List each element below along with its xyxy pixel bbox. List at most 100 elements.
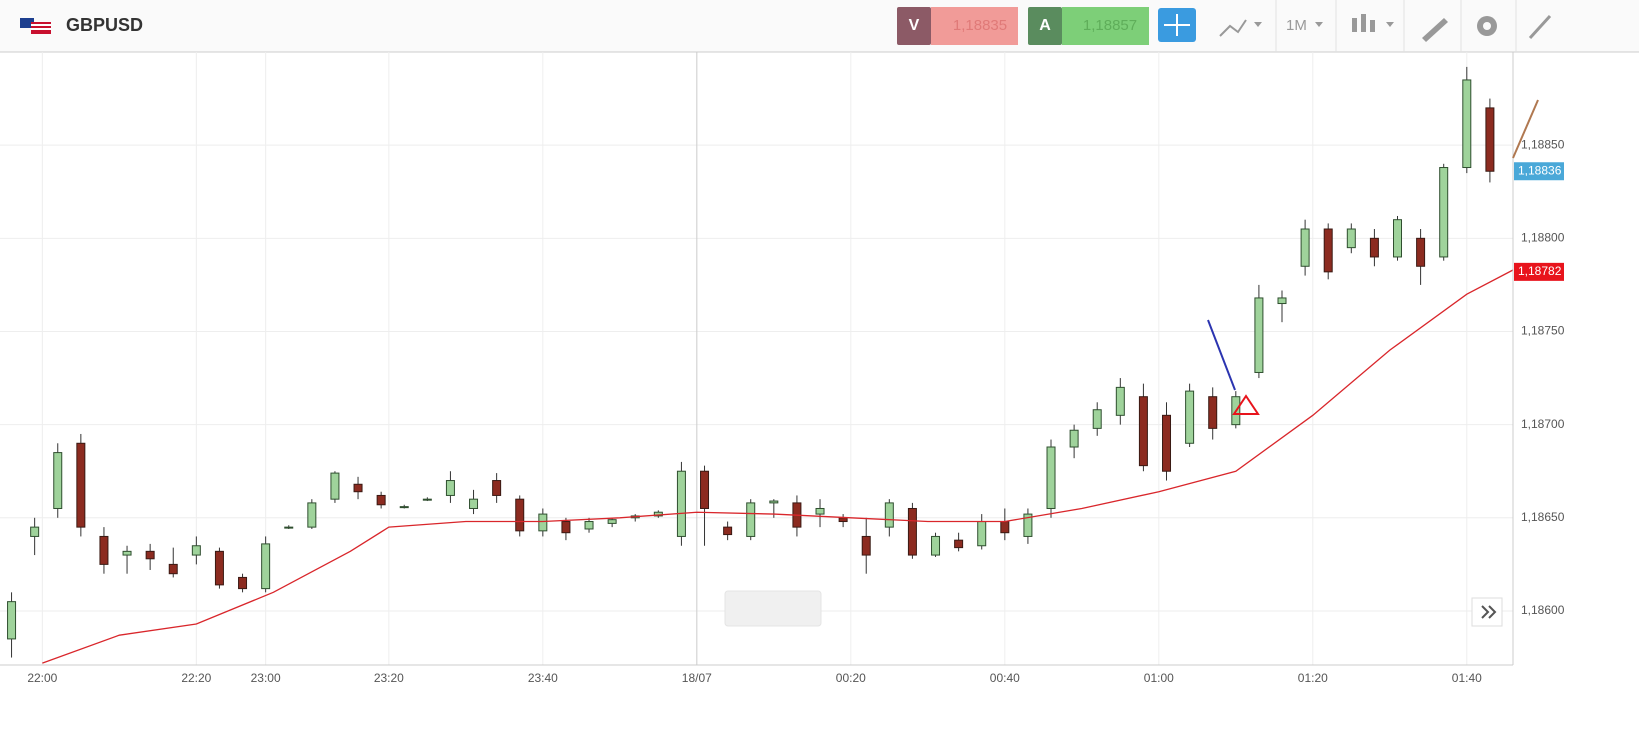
candle-body bbox=[1046, 446, 1056, 509]
candle-body bbox=[145, 550, 155, 560]
x-tick-label: 01:20 bbox=[1298, 671, 1328, 685]
scroll-right-button[interactable] bbox=[1471, 597, 1503, 627]
candle-body bbox=[1254, 297, 1264, 373]
y-tick-label: 1,18700 bbox=[1521, 417, 1565, 431]
timeframe-button[interactable]: 1M bbox=[1286, 17, 1323, 34]
buy-label: A bbox=[1039, 17, 1051, 34]
y-tick-label: 1,18750 bbox=[1521, 324, 1565, 338]
candle-body bbox=[353, 483, 363, 493]
x-tick-label: 18/07 bbox=[682, 671, 712, 685]
x-tick-label: 00:40 bbox=[990, 671, 1020, 685]
candle-body bbox=[76, 442, 86, 528]
candle-body bbox=[1462, 79, 1472, 169]
x-tick-label: 01:00 bbox=[1144, 671, 1174, 685]
candle-body bbox=[700, 470, 710, 509]
candle-body bbox=[261, 543, 271, 590]
sell-button[interactable]: V 1,18835 bbox=[897, 7, 1018, 45]
price-tag bbox=[1514, 262, 1564, 281]
candle-style-button[interactable] bbox=[1352, 14, 1394, 32]
candle-body bbox=[1185, 390, 1195, 444]
draw-button[interactable] bbox=[1422, 18, 1448, 42]
crosshair-button[interactable] bbox=[1158, 8, 1196, 42]
trend-line bbox=[1512, 99, 1539, 159]
plot: 1,18600 1,18650 1,18700 1,18750 1,18800 1,188… bbox=[0, 52, 1565, 685]
flag bbox=[20, 18, 51, 34]
candle-body bbox=[538, 513, 548, 532]
candle-body bbox=[607, 519, 617, 524]
candle-body bbox=[584, 521, 594, 530]
x-tick-label: 23:20 bbox=[374, 671, 404, 685]
candle-body bbox=[1277, 297, 1287, 305]
candle-body bbox=[676, 470, 686, 537]
x-tick-label: 23:00 bbox=[251, 671, 281, 685]
candle-body bbox=[931, 535, 941, 556]
candle-body bbox=[1346, 228, 1356, 249]
symbol: GBPUSD bbox=[66, 15, 143, 35]
loading-box bbox=[724, 590, 822, 627]
x-tick-label: 01:40 bbox=[1452, 671, 1482, 685]
candle-body bbox=[954, 539, 964, 549]
candle-body bbox=[238, 576, 248, 590]
candle-body bbox=[492, 480, 502, 496]
candle-body bbox=[977, 521, 987, 547]
candle-body bbox=[191, 545, 201, 556]
candle-body bbox=[330, 472, 340, 500]
candle-body bbox=[1115, 386, 1125, 416]
candle-body bbox=[399, 506, 409, 509]
candle-body bbox=[422, 498, 432, 501]
buy-button[interactable]: A 1,18857 bbox=[1028, 7, 1149, 45]
buy-price-box bbox=[1062, 7, 1149, 45]
candle-body bbox=[1208, 396, 1218, 429]
y-tick-label: 1,18600 bbox=[1521, 603, 1565, 617]
candle-body bbox=[1162, 414, 1172, 472]
candle-body bbox=[30, 526, 40, 537]
candle-body bbox=[1000, 521, 1010, 534]
candle-body bbox=[723, 526, 733, 536]
candle-body bbox=[1393, 219, 1403, 258]
candle-body bbox=[515, 498, 525, 532]
sell-price-box bbox=[931, 7, 1018, 45]
candle-body bbox=[769, 500, 779, 504]
candle-body bbox=[1300, 228, 1310, 267]
x-tick-label: 22:20 bbox=[181, 671, 211, 685]
price-tag-label: 1,18836 bbox=[1518, 163, 1562, 177]
candle-body bbox=[99, 535, 109, 565]
sell-label: V bbox=[909, 17, 920, 34]
candle-body bbox=[122, 550, 132, 556]
settings-button[interactable] bbox=[1477, 16, 1497, 36]
y-tick-label: 1,18800 bbox=[1521, 230, 1565, 244]
candle-body bbox=[1416, 237, 1426, 267]
candle-body bbox=[907, 507, 917, 556]
chart-type-button[interactable] bbox=[1219, 19, 1262, 37]
x-tick-label: 22:00 bbox=[27, 671, 57, 685]
candle-body bbox=[561, 521, 571, 534]
candle-body bbox=[284, 526, 294, 529]
fullscreen-button[interactable] bbox=[1528, 14, 1552, 40]
candle-body bbox=[307, 502, 317, 528]
candle-body bbox=[168, 563, 178, 575]
candle-body bbox=[815, 507, 825, 515]
buy-label-box bbox=[1028, 7, 1062, 45]
triangle-marker bbox=[1232, 394, 1260, 415]
candle-body bbox=[214, 550, 224, 586]
sell-price: 1,18835 bbox=[953, 17, 1007, 34]
candle-body bbox=[53, 452, 63, 509]
candle-body bbox=[838, 517, 848, 523]
candle-body bbox=[469, 498, 479, 509]
candle-body bbox=[1069, 429, 1079, 448]
buy-price: 1,18857 bbox=[1083, 17, 1137, 34]
candle-body bbox=[1092, 409, 1102, 429]
candle-body bbox=[746, 502, 756, 537]
candle-body bbox=[884, 502, 894, 528]
price-tag bbox=[1514, 162, 1564, 181]
x-tick-label: 23:40 bbox=[528, 671, 558, 685]
timeframe: 1M bbox=[1286, 17, 1307, 34]
candle-body bbox=[1485, 107, 1495, 172]
x-tick-label: 00:20 bbox=[836, 671, 866, 685]
sell-label-box bbox=[897, 7, 931, 45]
moving-average bbox=[42, 269, 1514, 664]
trend-line bbox=[1207, 319, 1236, 391]
candle-body bbox=[861, 535, 871, 556]
candle-body bbox=[1369, 237, 1379, 258]
